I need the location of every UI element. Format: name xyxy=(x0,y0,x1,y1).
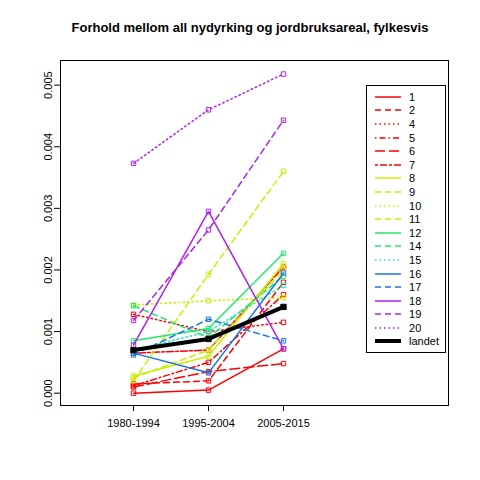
html-text:19: 19 xyxy=(409,308,422,321)
svg-text:0.001: 0.001 xyxy=(42,318,54,346)
svg-text:2005-2015: 2005-2015 xyxy=(257,417,310,429)
svg-text:0.004: 0.004 xyxy=(42,133,54,161)
html-text:5: 5 xyxy=(409,131,416,144)
html-text:17: 17 xyxy=(409,281,422,294)
html-text:7: 7 xyxy=(409,158,416,171)
html-text:15: 15 xyxy=(409,253,422,266)
html-text:9: 9 xyxy=(409,186,416,198)
html-text:Forhold mellom all nydyrking o: Forhold mellom all nydyrking og jordbruk… xyxy=(71,20,429,35)
html-text:11: 11 xyxy=(409,213,421,226)
html-text:4: 4 xyxy=(409,118,416,130)
html-text:16: 16 xyxy=(409,267,422,280)
html-text:1: 1 xyxy=(409,90,416,103)
svg-text:1995-2004: 1995-2004 xyxy=(182,417,235,429)
html-text:12: 12 xyxy=(409,226,422,239)
svg-text:1980-1994: 1980-1994 xyxy=(107,417,160,429)
svg-text:0.002: 0.002 xyxy=(42,256,54,284)
html-text:14: 14 xyxy=(409,240,422,253)
html-text:landet: landet xyxy=(409,335,439,348)
svg-text:0.005: 0.005 xyxy=(42,71,54,99)
html-text:2: 2 xyxy=(409,104,416,117)
html-text:18: 18 xyxy=(409,294,422,307)
html-text:6: 6 xyxy=(409,145,416,158)
html-text:8: 8 xyxy=(409,172,416,185)
svg-text:0.003: 0.003 xyxy=(42,195,54,223)
html-text:10: 10 xyxy=(409,199,422,212)
svg-text:0.000: 0.000 xyxy=(42,379,54,407)
html-text:20: 20 xyxy=(409,321,422,334)
